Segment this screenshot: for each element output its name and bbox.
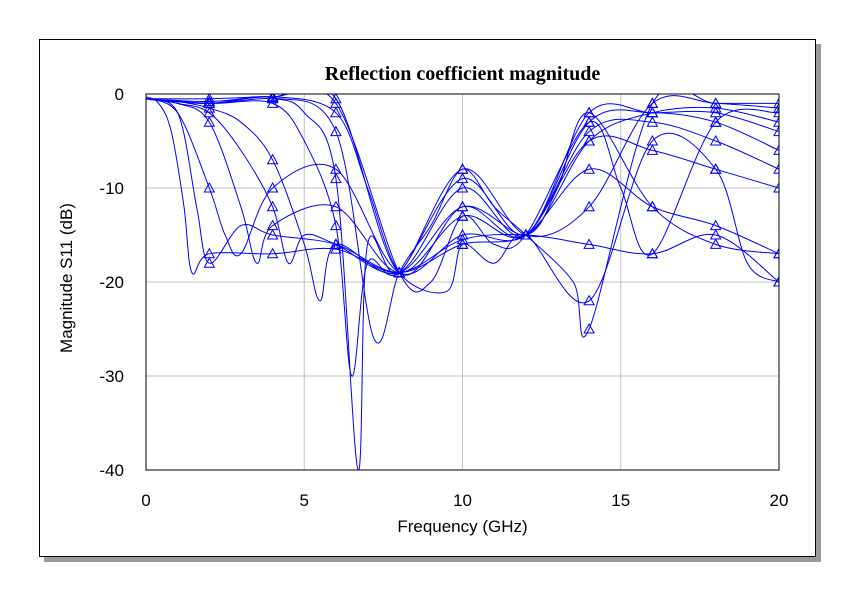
triangle-marker bbox=[266, 94, 279, 102]
chart-title: Reflection coefficient magnitude bbox=[325, 63, 601, 85]
triangle-marker bbox=[266, 247, 279, 259]
series-line bbox=[146, 95, 779, 470]
x-tick-label: 20 bbox=[770, 491, 789, 510]
triangle-marker bbox=[646, 116, 659, 127]
triangle-marker bbox=[773, 144, 779, 155]
triangle-marker bbox=[203, 116, 216, 127]
triangle-marker bbox=[646, 247, 659, 259]
triangle-marker bbox=[330, 125, 342, 137]
triangle-marker bbox=[709, 163, 722, 174]
x-tick-label: 5 bbox=[300, 491, 309, 510]
triangle-marker bbox=[456, 238, 469, 249]
y-axis-label: Magnitude S11 (dB) bbox=[57, 203, 76, 353]
series-line bbox=[146, 98, 779, 274]
plot-border bbox=[145, 93, 780, 471]
triangle-marker bbox=[203, 95, 216, 107]
y-tick-label: -40 bbox=[99, 461, 124, 480]
triangle-marker bbox=[456, 181, 469, 193]
series-line bbox=[146, 98, 779, 274]
triangle-marker bbox=[393, 266, 406, 278]
triangle-marker bbox=[773, 275, 779, 287]
series-line bbox=[146, 96, 779, 304]
triangle-marker bbox=[773, 247, 779, 259]
triangle-marker bbox=[773, 97, 779, 108]
triangle-marker bbox=[456, 210, 469, 221]
triangle-marker bbox=[330, 172, 342, 184]
triangle-marker bbox=[456, 200, 469, 212]
triangle-marker bbox=[646, 97, 659, 108]
triangle-marker bbox=[330, 219, 342, 231]
triangle-marker bbox=[583, 294, 595, 306]
triangle-marker bbox=[773, 106, 779, 118]
series-group bbox=[146, 94, 779, 470]
triangle-marker bbox=[583, 116, 595, 127]
triangle-marker bbox=[583, 238, 595, 249]
triangle-marker bbox=[203, 181, 216, 193]
triangle-marker bbox=[330, 238, 342, 249]
triangle-marker bbox=[330, 200, 342, 212]
series-line bbox=[146, 98, 779, 377]
x-tick-label: 15 bbox=[611, 491, 630, 510]
triangle-marker bbox=[203, 257, 216, 268]
triangle-marker bbox=[709, 219, 722, 231]
triangle-marker bbox=[583, 322, 595, 334]
series-line bbox=[146, 98, 779, 275]
triangle-marker bbox=[266, 200, 279, 212]
triangle-marker bbox=[646, 200, 659, 212]
triangle-marker bbox=[773, 125, 779, 137]
x-axis-label: Frequency (GHz) bbox=[397, 517, 527, 536]
triangle-marker bbox=[709, 116, 722, 127]
triangle-marker bbox=[266, 153, 279, 165]
triangle-marker bbox=[266, 219, 279, 231]
series-line bbox=[146, 94, 779, 276]
series-line bbox=[146, 98, 779, 302]
triangle-marker bbox=[583, 106, 595, 118]
triangle-marker bbox=[773, 116, 779, 127]
triangle-marker bbox=[456, 172, 469, 184]
triangle-marker bbox=[709, 134, 722, 146]
y-tick-label: 0 bbox=[115, 85, 124, 104]
markers bbox=[203, 94, 779, 334]
triangle-marker bbox=[646, 144, 659, 155]
y-tick-label: -20 bbox=[99, 273, 124, 292]
series-line bbox=[146, 98, 779, 274]
triangle-marker bbox=[709, 238, 722, 249]
triangle-marker bbox=[203, 94, 216, 104]
triangle-marker bbox=[266, 181, 279, 193]
triangle-marker bbox=[456, 163, 469, 174]
y-tick-label: -10 bbox=[99, 179, 124, 198]
triangle-marker bbox=[646, 134, 659, 146]
series-line bbox=[146, 94, 779, 344]
triangle-marker bbox=[773, 181, 779, 193]
triangle-marker bbox=[583, 134, 595, 146]
triangle-marker bbox=[583, 163, 595, 174]
triangle-marker bbox=[646, 106, 659, 118]
series-line bbox=[146, 94, 779, 293]
x-tick-label: 0 bbox=[141, 491, 150, 510]
triangle-marker bbox=[330, 106, 342, 118]
triangle-marker bbox=[519, 228, 532, 240]
tick-labels: 0 5 10 15 20 0 -10 -20 -30 -40 bbox=[99, 85, 788, 510]
triangle-marker bbox=[773, 163, 779, 174]
triangle-marker bbox=[266, 228, 279, 240]
y-tick-label: -30 bbox=[99, 367, 124, 386]
x-tick-label: 10 bbox=[453, 491, 472, 510]
triangle-marker bbox=[709, 97, 722, 108]
triangle-marker bbox=[330, 94, 342, 104]
triangle-marker bbox=[583, 200, 595, 212]
